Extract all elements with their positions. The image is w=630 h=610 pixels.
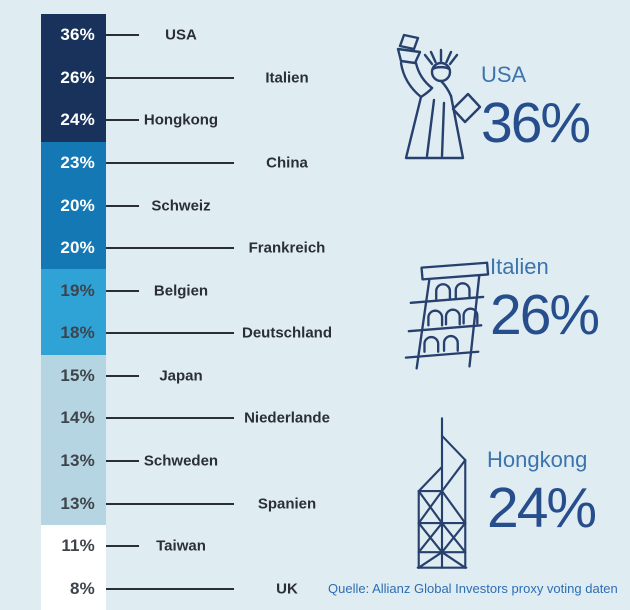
leader-line-china xyxy=(106,162,234,164)
leader-line-schweden xyxy=(106,460,139,462)
country-label-belgien: Belgien xyxy=(153,282,209,300)
leader-line-niederlande xyxy=(106,417,234,420)
bar-value: 20% xyxy=(60,238,95,258)
leader-line-uk xyxy=(106,587,234,590)
bar-segment-usa: 36% xyxy=(41,14,106,57)
bar-value: 24% xyxy=(60,110,95,130)
pisa-tower-icon xyxy=(404,261,490,370)
leader-line-frankreich xyxy=(106,247,234,250)
country-label-japan: Japan xyxy=(159,367,203,385)
leader-line-hongkong xyxy=(106,119,139,122)
bar-segment-hongkong: 24% xyxy=(41,99,106,142)
bar-segment-belgien: 19% xyxy=(41,269,106,313)
statue-of-liberty-icon xyxy=(396,33,482,160)
bar-value: 36% xyxy=(60,25,95,45)
callout-hongkong-value: 24% xyxy=(487,476,597,540)
bar-value: 20% xyxy=(60,195,95,215)
country-label-usa: USA xyxy=(165,26,197,44)
leader-line-usa xyxy=(106,34,139,37)
bar-value: 23% xyxy=(60,153,95,173)
leader-line-belgien xyxy=(106,289,139,292)
bar-value: 13% xyxy=(60,493,95,513)
country-label-schweiz: Schweiz xyxy=(151,197,211,215)
source-note: Quelle: Allianz Global Investors proxy v… xyxy=(328,581,618,596)
callout-italien-value: 26% xyxy=(490,283,600,347)
bar-segment-spanien: 13% xyxy=(41,482,106,525)
country-label-hongkong: Hongkong xyxy=(143,111,219,129)
bar-column: 36% 26% 24% 23% 20% 20% 19% 18% 15% 14% 13% 13% 11% 8… xyxy=(41,14,106,610)
bar-segment-japan: 15% xyxy=(41,354,106,398)
bank-of-china-tower-icon xyxy=(416,417,468,569)
bar-value: 15% xyxy=(60,365,95,385)
bar-value: 11% xyxy=(61,536,95,556)
leader-line-italien xyxy=(106,76,234,79)
bar-value: 18% xyxy=(60,323,95,343)
bar-segment-uk: 8% xyxy=(41,567,106,610)
callout-usa-value: 36% xyxy=(481,91,591,155)
leader-line-schweiz xyxy=(106,204,139,207)
country-label-italien: Italien xyxy=(265,69,309,87)
bar-segment-niederlande: 14% xyxy=(41,397,106,440)
bar-value: 26% xyxy=(60,67,95,87)
callout-usa: USA 36% xyxy=(481,62,591,155)
country-label-schweden: Schweden xyxy=(143,452,219,470)
callout-hongkong: Hongkong 24% xyxy=(487,447,597,540)
callout-italien: Italien 26% xyxy=(490,254,600,347)
country-label-niederlande: Niederlande xyxy=(244,409,330,427)
bar-segment-china: 23% xyxy=(41,141,106,185)
bar-value: 13% xyxy=(60,451,95,471)
bar-segment-schweiz: 20% xyxy=(41,184,106,227)
leader-line-deutschland xyxy=(106,332,234,335)
bar-segment-italien: 26% xyxy=(41,56,106,100)
bar-segment-frankreich: 20% xyxy=(41,226,106,270)
callout-usa-label: USA xyxy=(481,62,527,87)
country-label-spanien: Spanien xyxy=(257,495,317,513)
leader-line-taiwan xyxy=(106,545,139,548)
callout-hongkong-label: Hongkong xyxy=(487,447,588,472)
country-label-uk: UK xyxy=(276,580,298,598)
country-label-taiwan: Taiwan xyxy=(156,537,206,555)
bar-segment-deutschland: 18% xyxy=(41,312,106,355)
bar-segment-schweden: 13% xyxy=(41,439,106,483)
country-label-china: China xyxy=(266,154,308,172)
bar-value: 14% xyxy=(60,408,95,428)
country-label-deutschland: Deutschland xyxy=(241,324,333,342)
bar-value: 8% xyxy=(70,578,95,598)
callout-italien-label: Italien xyxy=(490,254,549,279)
leader-line-spanien xyxy=(106,502,234,505)
country-label-frankreich: Frankreich xyxy=(248,239,326,257)
bar-value: 19% xyxy=(60,280,95,300)
bar-segment-taiwan: 11% xyxy=(41,524,106,568)
leader-line-japan xyxy=(106,374,139,377)
